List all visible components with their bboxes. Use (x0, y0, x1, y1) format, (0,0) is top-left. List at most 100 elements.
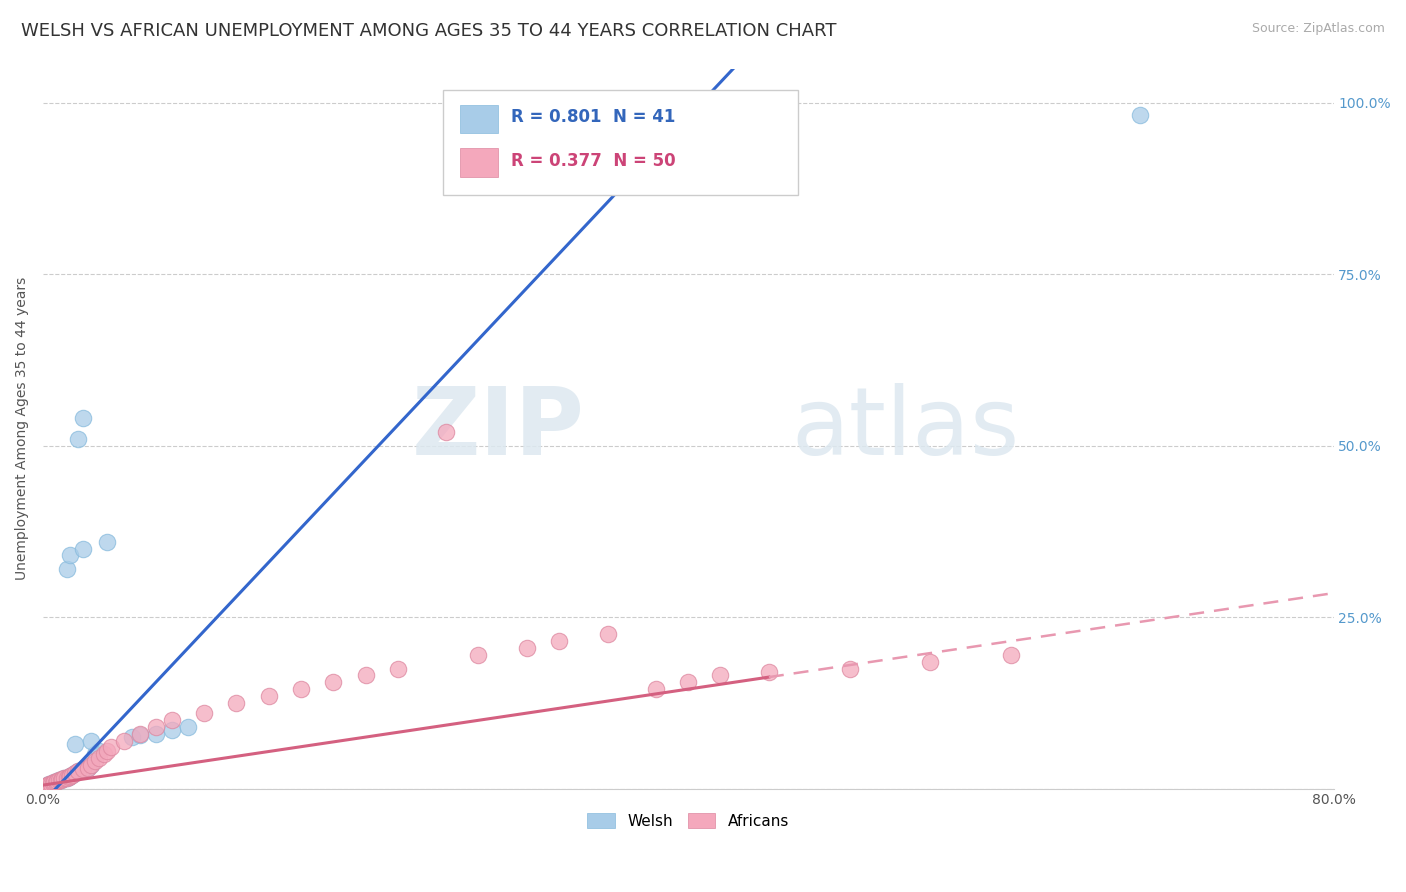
Point (52, 771, 75, 785)
Point (387, 661, 409, 675)
Point (290, 682, 312, 697)
Point (128, 728, 150, 742)
Point (596, 627, 619, 641)
Point (645, 682, 668, 697)
Point (51, 772, 73, 786)
Point (41, 776, 63, 790)
Y-axis label: Unemployment Among Ages 35 to 44 years: Unemployment Among Ages 35 to 44 years (15, 277, 30, 580)
Point (35, 779, 58, 793)
Point (467, 648, 489, 662)
Point (80, 757, 103, 772)
Point (93, 747, 115, 762)
Point (67, 764, 90, 779)
Point (60, 768, 83, 782)
Point (72, 762, 94, 776)
Point (596, 110, 619, 124)
FancyBboxPatch shape (443, 90, 797, 194)
Point (77, 761, 100, 775)
Point (39, 777, 62, 791)
Text: ZIP: ZIP (412, 383, 585, 475)
Point (676, 675, 699, 690)
Point (34, 780, 56, 794)
Point (1000, 648, 1022, 662)
Point (56, 562, 79, 576)
Point (44, 775, 66, 789)
Point (96, 744, 118, 758)
Point (48, 773, 70, 788)
Point (49, 772, 72, 787)
Text: atlas: atlas (792, 383, 1019, 475)
Point (56, 771, 79, 785)
Point (83, 754, 105, 768)
Point (112, 733, 135, 747)
Point (1129, 108, 1152, 122)
Point (89, 750, 111, 764)
Point (145, 720, 167, 734)
Point (38, 777, 60, 791)
Point (920, 655, 942, 669)
Text: Source: ZipAtlas.com: Source: ZipAtlas.com (1251, 22, 1385, 36)
Point (758, 665, 780, 679)
Point (160, 723, 183, 738)
Point (63, 766, 86, 780)
Point (548, 634, 571, 648)
Point (60, 768, 83, 782)
Point (41, 776, 63, 790)
Point (35, 779, 58, 793)
Point (516, 640, 538, 655)
Point (160, 713, 183, 727)
Point (37, 778, 59, 792)
Point (354, 668, 377, 682)
Point (63, 766, 86, 780)
Point (59, 769, 82, 783)
Point (80, 757, 103, 772)
Point (100, 740, 122, 755)
Point (72, 762, 94, 776)
Point (38, 777, 60, 791)
Text: R = 0.377  N = 50: R = 0.377 N = 50 (512, 152, 676, 169)
Point (56, 771, 79, 785)
Bar (460, 148, 499, 177)
Point (257, 689, 280, 703)
Point (67, 764, 90, 779)
Point (96, 534, 118, 549)
Point (322, 675, 344, 690)
Point (193, 706, 215, 720)
Point (128, 726, 150, 740)
Point (72, 411, 94, 425)
Bar (460, 104, 499, 133)
Point (45, 774, 67, 789)
Point (59, 769, 82, 783)
Point (83, 747, 105, 762)
Text: WELSH VS AFRICAN UNEMPLOYMENT AMONG AGES 35 TO 44 YEARS CORRELATION CHART: WELSH VS AFRICAN UNEMPLOYMENT AMONG AGES… (21, 22, 837, 40)
Point (45, 774, 67, 789)
Point (77, 761, 100, 775)
Point (63, 737, 86, 751)
Point (52, 771, 75, 785)
Point (145, 726, 167, 740)
Legend: Welsh, Africans: Welsh, Africans (581, 806, 796, 835)
Point (48, 773, 70, 788)
Point (51, 772, 73, 786)
Point (89, 744, 111, 758)
Point (46, 774, 69, 789)
Point (80, 733, 103, 747)
Point (58, 770, 80, 784)
Point (37, 778, 59, 792)
Point (709, 668, 731, 682)
Point (72, 541, 94, 556)
Text: R = 0.801  N = 41: R = 0.801 N = 41 (512, 109, 676, 127)
Point (605, 106, 627, 120)
Point (59, 549, 82, 563)
Point (67, 432, 90, 446)
Point (39, 777, 62, 791)
Point (58, 770, 80, 784)
Point (838, 661, 860, 675)
Point (34, 780, 56, 794)
Point (49, 772, 72, 787)
Point (121, 730, 143, 744)
Point (44, 775, 66, 789)
Point (177, 720, 200, 734)
Point (46, 774, 69, 789)
Point (434, 425, 457, 439)
